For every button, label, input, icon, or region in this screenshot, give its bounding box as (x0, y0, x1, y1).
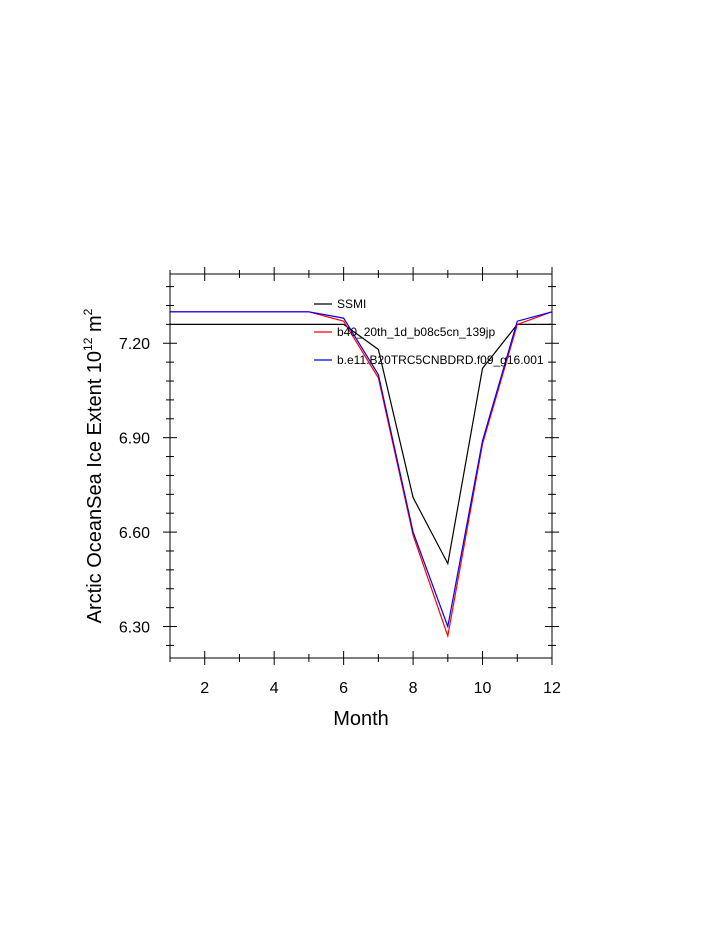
x-tick-label: 8 (409, 680, 418, 697)
series-lines (170, 311, 553, 639)
series-line-3 (170, 311, 553, 629)
legend: SSMI b40_20th_1d_b08c5cn_139jp b.e11.B20TR… (314, 297, 544, 367)
x-tick-label: 4 (270, 680, 279, 697)
y-axis-label: Arctic OceanSea Ice Extent 1012 m2 (81, 308, 106, 623)
series-line-1 (170, 323, 552, 566)
y-tick-labels: 6.30 6.60 6.90 7.20 (119, 336, 150, 636)
y-axis-label-exponent: 12 (81, 337, 95, 351)
legend-label: SSMI (337, 297, 366, 311)
x-axis-label: Month (333, 708, 389, 730)
x-tick-label: 12 (543, 680, 561, 697)
y-tick-label: 6.90 (119, 431, 150, 448)
y-tick-label: 6.60 (119, 525, 150, 542)
legend-label: b40_20th_1d_b08c5cn_139jp (337, 325, 495, 339)
x-tick-label: 2 (200, 680, 209, 697)
y-tick-label: 6.30 (119, 620, 150, 637)
y-axis-label-prefix: Arctic OceanSea Ice Extent 10 (84, 351, 106, 623)
plot-frame (169, 273, 553, 659)
axis-ticks (163, 267, 559, 665)
x-tick-label: 10 (474, 680, 492, 697)
y-tick-label: 7.20 (119, 336, 150, 353)
y-axis-label-unit-exponent: 2 (81, 308, 95, 315)
y-axis-label-unit: m (84, 315, 106, 337)
legend-label: b.e11.B20TRC5CNBDRD.f09_g16.001 (337, 353, 544, 367)
x-tick-labels: 2 4 6 8 10 12 (200, 680, 561, 697)
x-tick-label: 6 (339, 680, 348, 697)
